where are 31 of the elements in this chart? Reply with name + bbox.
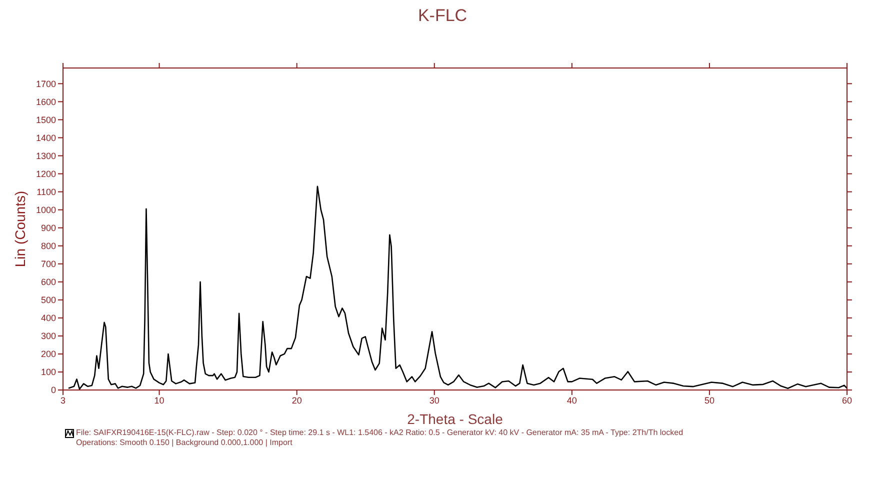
y-tick-label: 300 [40,331,56,342]
x-tick-label: 20 [292,395,302,406]
y-tick-label: 1300 [36,150,56,161]
y-tick-label: 1700 [36,78,56,89]
x-tick-label: 60 [842,395,852,406]
y-tick-label: 0 [50,385,56,396]
y-tick-label: 1400 [36,132,56,143]
y-tick-label: 1100 [36,186,56,197]
text: Operations: Smooth 0.150 | Background 0.000,1.000 | Import [76,438,292,447]
y-tick-label: 1600 [36,96,56,107]
y-axis-title: Lin (Counts) [12,190,28,268]
chart-title: K-FLC [416,6,468,26]
y-tick-label: 1200 [36,168,56,179]
y-tick-label: 400 [40,313,56,324]
x-tick-label: 50 [704,395,714,406]
y-tick-label: 200 [40,349,56,360]
y-tick-label: 800 [40,241,56,252]
y-tick-label: 900 [40,223,56,234]
line-series [68,186,847,390]
y-tick-label: 1500 [36,114,56,125]
y-tick-label: 600 [40,277,56,288]
x-tick-label: 10 [154,395,164,406]
text: File: SAIFXR190416E-15(K-FLC).raw - Step: 0.020 ° - Step time: 29.1 s - WL1: 1.5406 - kA2 Ratio: 0.5 - Generator kV: 40 kV - Generator mA: 35 mA - Type: 2Th/Th locked [76,428,684,437]
x-tick-label: 30 [429,395,440,406]
y-tick-label: 700 [40,259,56,270]
y-tick-label: 500 [40,295,56,306]
y-tick-label: 1000 [36,205,56,216]
x-tick-label: 40 [566,395,577,406]
x-tick-label: 3 [60,395,66,406]
x-axis-title: 2-Theta - Scale [406,411,504,427]
y-tick-label: 100 [40,367,56,378]
